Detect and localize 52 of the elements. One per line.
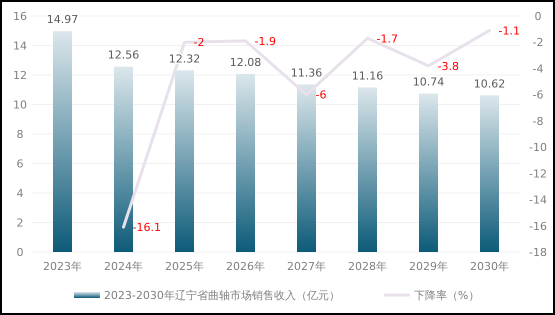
bar	[53, 31, 72, 252]
data-label: -1.7	[376, 32, 398, 46]
bar	[297, 84, 316, 252]
data-label: -6	[316, 88, 326, 102]
y-tick-label: 8	[16, 128, 24, 141]
x-tick-label: 2025年	[165, 260, 204, 273]
y-tick-label: 0	[16, 246, 24, 259]
data-label: -1.9	[254, 34, 276, 48]
x-tick-label: 2028年	[348, 260, 387, 273]
data-label: -2	[194, 36, 204, 50]
data-label: 11.16	[352, 69, 384, 82]
legend-label: 2023-2030年辽宁省曲轴市场销售收入（亿元）	[104, 289, 340, 302]
y2-tick-label: -2	[532, 36, 544, 50]
y2-tick-label: -4	[532, 62, 544, 76]
data-label: 12.32	[168, 52, 200, 66]
data-label: 10.62	[474, 77, 506, 90]
y2-tick-label: 0	[534, 10, 542, 23]
x-tick-label: 2024年	[104, 260, 143, 273]
data-label: 10.74	[412, 76, 444, 89]
x-tick-label: 2027年	[287, 260, 326, 273]
x-tick-label: 2023年	[43, 260, 82, 273]
data-label: -16.1	[132, 221, 161, 234]
y2-tick-label: -6	[532, 88, 544, 102]
y-tick-label: 14	[13, 40, 27, 52]
y-tick-label: 12	[13, 69, 27, 82]
y-tick-label: 4	[16, 187, 24, 200]
legend-label: 下降率（%）	[414, 289, 480, 302]
y-tick-label: 2	[16, 216, 24, 230]
data-label: 12.08	[230, 56, 262, 69]
y2-tick-label: -10	[529, 141, 547, 154]
data-label: 12.56	[108, 48, 140, 62]
y2-tick-label: -12	[529, 167, 547, 180]
y2-tick-label: -16	[529, 220, 547, 233]
x-tick-label: 2029年	[409, 260, 448, 273]
y2-tick-label: -14	[529, 194, 547, 207]
x-tick-label: 2026年	[226, 260, 265, 273]
y-tick-label: 10	[13, 98, 27, 112]
y2-tick-label: -8	[532, 114, 544, 128]
y-tick-label: 16	[13, 10, 27, 23]
y2-tick-label: -18	[529, 246, 547, 259]
bar	[236, 74, 255, 252]
bar	[358, 87, 377, 252]
data-label: 14.97	[46, 13, 78, 26]
bar	[419, 94, 438, 252]
data-label: 11.36	[290, 66, 322, 80]
x-tick-label: 2030年	[470, 260, 509, 273]
bar	[480, 95, 499, 252]
data-label: -3.8	[438, 60, 459, 73]
bar	[114, 66, 133, 252]
data-label: -1.1	[498, 24, 520, 38]
bar	[175, 70, 194, 252]
y-tick-label: 6	[16, 158, 24, 170]
